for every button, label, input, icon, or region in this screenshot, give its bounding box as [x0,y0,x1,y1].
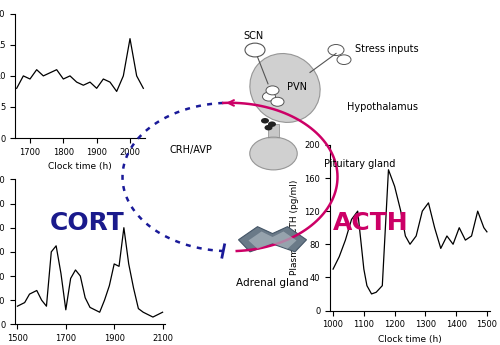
Text: Adrenal gland: Adrenal gland [236,278,309,288]
Text: Hypothalamus: Hypothalamus [348,102,418,112]
Circle shape [266,86,279,95]
Polygon shape [268,124,279,138]
Circle shape [245,43,265,57]
Circle shape [264,125,272,130]
X-axis label: Clock time (h): Clock time (h) [48,162,112,171]
Circle shape [271,97,284,106]
Polygon shape [238,227,306,252]
Text: PVN: PVN [288,82,308,92]
Circle shape [268,121,276,127]
Circle shape [328,45,344,56]
X-axis label: Clock time (h): Clock time (h) [378,335,442,344]
Circle shape [337,55,351,65]
Ellipse shape [250,53,320,122]
Polygon shape [248,231,296,249]
Text: CRH/AVP: CRH/AVP [170,145,213,155]
Ellipse shape [250,137,297,170]
Text: CORT: CORT [50,210,125,235]
Text: ACTH: ACTH [333,210,409,235]
Circle shape [262,92,276,101]
Y-axis label: Plasma ACTH (pg/ml): Plasma ACTH (pg/ml) [290,180,299,275]
Text: Pituitary gland: Pituitary gland [324,159,396,169]
Text: Stress inputs: Stress inputs [355,44,418,54]
Text: SCN: SCN [244,31,264,41]
Circle shape [261,118,269,124]
